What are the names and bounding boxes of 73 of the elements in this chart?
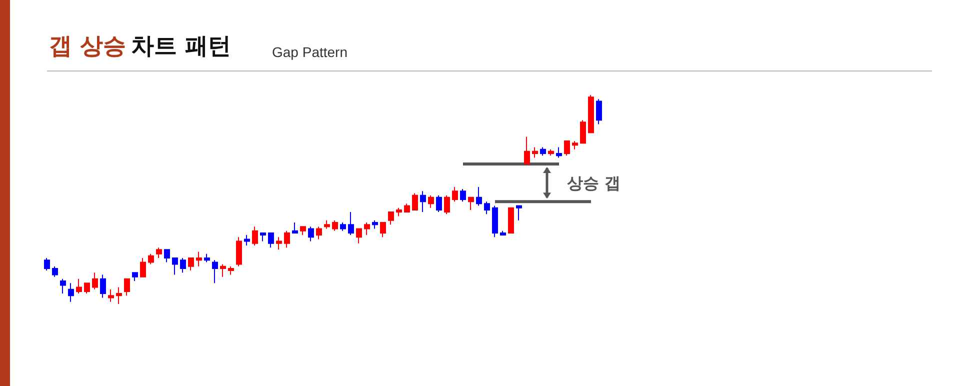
candlestick [548,148,554,156]
candlestick [308,226,314,242]
candlestick [516,205,522,221]
candlestick [268,232,274,248]
candlestick [108,288,114,302]
candlestick [468,196,474,210]
candlestick [244,234,250,246]
candlestick [220,264,226,278]
candlestick [436,194,442,213]
candlestick [84,282,90,294]
candlestick [60,278,66,294]
candlestick [92,272,98,290]
candlestick [492,205,498,238]
candlestick [292,222,298,234]
chart-title: 갭 상승 차트 패턴 [49,34,232,60]
candlestick [68,282,74,302]
candlestick [564,140,570,156]
candlestick [356,228,362,244]
candlestick [444,194,450,215]
candlestick [388,212,394,226]
candlestick [100,274,106,298]
candlestick [212,260,218,284]
annotation: 상승 갭 [567,173,621,192]
candlestick [348,212,354,236]
candlestick [252,226,258,246]
candlestick [524,136,530,164]
candlestick [172,258,178,276]
candlestick [500,230,506,236]
candlestick [532,146,538,158]
candlestick [140,258,146,278]
candlestick [556,146,562,158]
candlestick [508,207,514,234]
candlestick [116,286,122,304]
candlestick [340,222,346,232]
candlestick [260,232,266,242]
candlestick [180,258,186,274]
candlestick [228,266,234,276]
candlestick [236,236,242,267]
candlestick [76,278,82,294]
candlestick [156,247,162,259]
candlestick [460,188,466,202]
candlestick [412,192,418,210]
candlestick [316,226,322,240]
candlestick [324,220,330,230]
candlestick [540,146,546,156]
candlestick [476,186,482,206]
candlestick [484,201,490,215]
candlestick [404,203,410,213]
candlestick [420,190,426,213]
candlestick [52,266,58,278]
candlestick [332,220,338,232]
candlestick [580,120,586,144]
candlestick [380,222,386,238]
candlestick [396,207,402,217]
chart-subtitle: Gap Pattern [272,44,348,60]
candlestick [452,186,458,202]
candlestick [596,98,602,125]
candlestick [148,253,154,265]
candlestick [276,236,282,250]
candlestick [196,251,202,267]
candlestick [428,194,434,208]
candlestick [300,226,306,236]
candlestick [364,222,370,236]
candlestick [372,220,378,230]
candlestick [164,249,170,263]
candlestick [572,140,578,150]
candlestick [188,258,194,272]
candlestick [132,272,138,282]
candlestick [204,253,210,263]
candlestick [124,278,130,296]
candlestick [284,230,290,248]
candlestick [588,94,594,134]
candlestick [44,258,50,272]
